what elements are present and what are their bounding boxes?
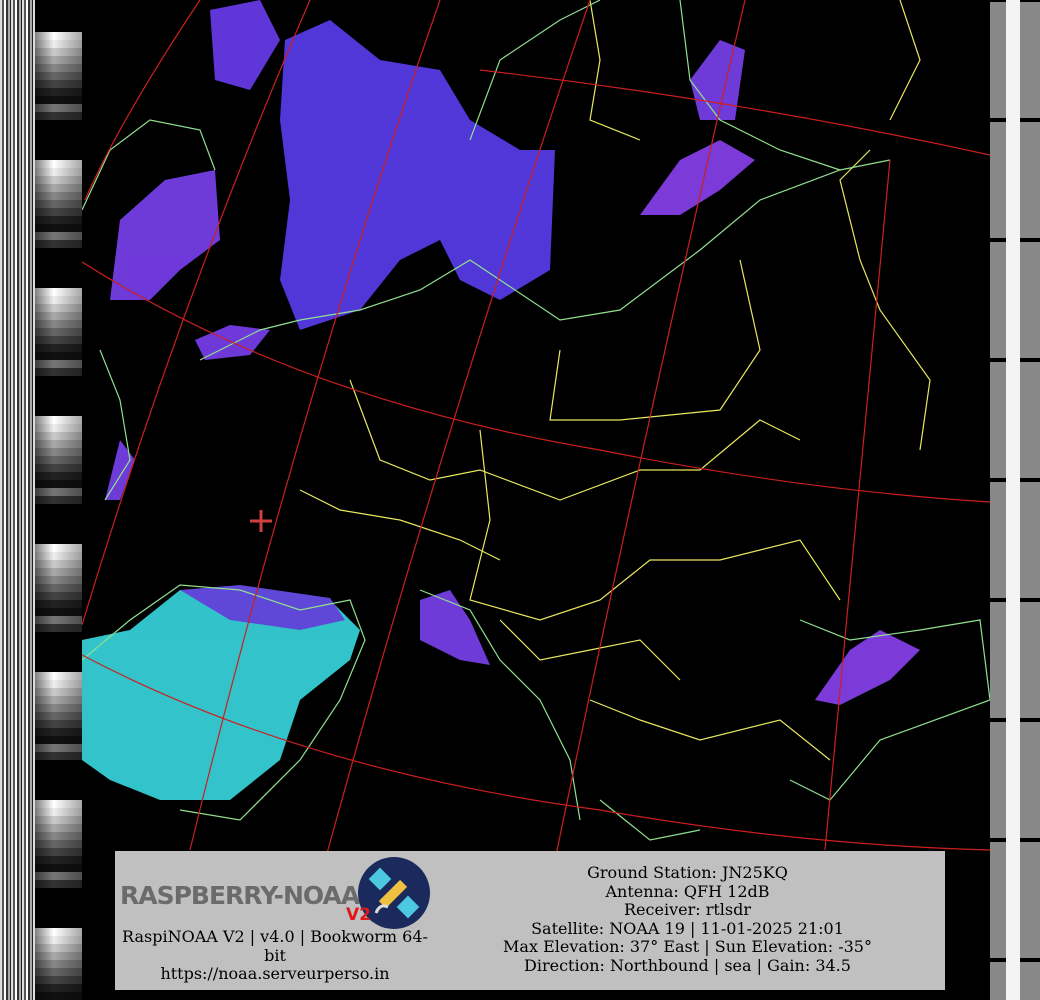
cloud-scandinavia (210, 0, 280, 90)
graticule (82, 0, 990, 991)
ground-station-marker (250, 510, 272, 532)
elevation: Max Elevation: 37° East | Sun Elevation:… (503, 937, 872, 957)
logo-badge: V2 (346, 905, 371, 925)
satellite-logo-icon (358, 857, 430, 929)
cloud-iberia-edge (180, 585, 345, 630)
raspberry-noaa-logo: RASPBERRY-NOAA V2 (120, 855, 435, 931)
cloud-ireland (110, 170, 220, 300)
telemetry-strip-right (990, 0, 1040, 1000)
country-borders (299, 0, 931, 761)
info-box: RASPBERRY-NOAA V2 RaspiNOAA V2 | v4.0 | … (115, 851, 945, 990)
satellite-map (82, 0, 990, 991)
telemetry-strip-left (0, 0, 35, 1000)
cloud-baltic (640, 140, 755, 215)
software-info: RaspiNOAA V2 | v4.0 | Bookworm 64-bit ht… (115, 927, 435, 984)
cloud-north-sea (280, 20, 555, 330)
cloud-cover (82, 0, 920, 800)
coastlines (82, 0, 990, 841)
cloud-adriatic (420, 590, 490, 665)
cloud-bay-biscay (105, 440, 135, 500)
cloud-finland (690, 40, 745, 120)
ground-station: Ground Station: JN25KQ (587, 863, 788, 882)
receiver: Receiver: rtlsdr (624, 900, 751, 920)
cloud-iberia (82, 590, 360, 800)
pass-details: Ground Station: JN25KQ Antenna: QFH 12dB… (470, 863, 905, 976)
software-version: RaspiNOAA V2 | v4.0 | Bookworm 64-bit (122, 927, 428, 965)
station-url: https://noaa.serveurperso.in (160, 964, 390, 983)
antenna: Antenna: QFH 12dB (605, 881, 770, 901)
satellite: Satellite: NOAA 19 | 11-01-2025 21:01 (531, 918, 844, 938)
logo-text: RASPBERRY-NOAA (120, 881, 360, 910)
direction: Direction: Northbound | sea | Gain: 34.5 (524, 955, 851, 975)
cloud-black-sea (815, 630, 920, 705)
calibration-wedges-left (35, 0, 82, 1000)
